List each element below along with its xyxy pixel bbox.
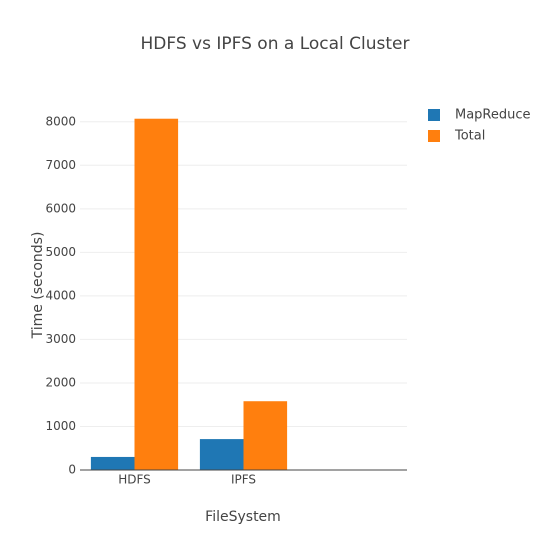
bar — [199, 439, 244, 470]
y-tick-label: 7000 — [45, 158, 76, 172]
chart-title: HDFS vs IPFS on a Local Cluster — [140, 34, 409, 54]
y-tick-label: 2000 — [45, 375, 76, 389]
legend-swatch — [428, 109, 440, 121]
x-tick-label: IPFS — [231, 473, 256, 487]
y-tick-label: 6000 — [45, 201, 76, 215]
bar — [243, 401, 288, 470]
y-tick-label: 8000 — [45, 114, 76, 128]
y-tick-label: 1000 — [45, 419, 76, 433]
bar — [134, 118, 179, 470]
y-tick-label: 4000 — [45, 288, 76, 302]
y-tick-label: 3000 — [45, 332, 76, 346]
y-tick-label: 5000 — [45, 245, 76, 259]
x-tick-label: HDFS — [118, 473, 151, 487]
legend-swatch — [428, 130, 440, 142]
x-axis-title: FileSystem — [205, 509, 281, 525]
y-tick-label: 0 — [68, 463, 76, 477]
legend-text: Total — [454, 129, 485, 144]
y-axis-title: Time (seconds) — [30, 232, 46, 340]
bar — [90, 456, 135, 470]
legend-text: MapReduce — [455, 108, 531, 123]
